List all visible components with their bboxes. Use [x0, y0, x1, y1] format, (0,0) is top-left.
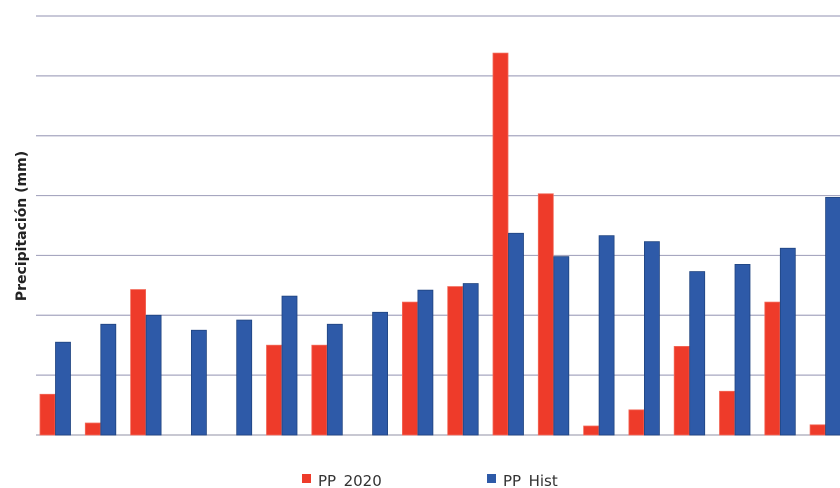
bar-pp-hist-13 [598, 235, 615, 436]
bar-pp-hist-5 [236, 319, 253, 436]
bar-pp-hist-12 [553, 256, 570, 436]
bar-pp-2020-13 [583, 425, 599, 436]
gridlines [36, 15, 840, 436]
bar-pp-2020-15 [673, 346, 690, 436]
bar-pp-hist-10 [462, 283, 479, 436]
bar-pp-hist-18 [825, 196, 840, 436]
bar-pp-2020-7 [311, 344, 328, 436]
bar-pp-2020-12 [537, 193, 554, 436]
legend-label-pp-hist: PP_Hist [503, 472, 558, 488]
bar-pp-2020-2 [84, 422, 101, 436]
bar-pp-2020-14 [628, 409, 645, 436]
bar-pp-hist-4 [190, 329, 207, 436]
bar-pp-2020-16 [719, 390, 735, 436]
bar-pp-2020-17 [764, 301, 781, 436]
bar-pp-hist-9 [417, 289, 434, 436]
bar-pp-2020-1 [39, 393, 56, 436]
bar-pp-2020-9 [401, 301, 418, 436]
bar-pp-hist-3 [145, 314, 162, 436]
bar-pp-hist-15 [689, 271, 706, 436]
legend-label-pp-2020: PP_2020 [318, 472, 382, 488]
bar-pp-2020-18 [809, 424, 826, 436]
bars [39, 52, 840, 436]
bar-pp-hist-1 [55, 341, 71, 436]
bar-pp-hist-7 [326, 323, 343, 436]
bar-pp-hist-14 [644, 241, 660, 436]
bar-pp-2020-11 [492, 52, 509, 436]
bar-pp-2020-10 [447, 286, 464, 436]
bar-pp-hist-16 [734, 264, 751, 436]
bar-pp-hist-2 [100, 323, 117, 436]
bar-pp-hist-11 [508, 232, 524, 436]
legend-swatch-pp-2020 [302, 474, 311, 483]
y-axis-label: Precipitación (mm) [14, 151, 30, 301]
bar-pp-2020-3 [130, 289, 147, 436]
bar-pp-hist-8 [372, 311, 389, 436]
bar-pp-2020-6 [266, 344, 282, 436]
legend: PP_2020 PP_Hist [302, 472, 558, 488]
legend-swatch-pp-hist [487, 474, 496, 483]
bar-pp-hist-6 [281, 295, 298, 436]
bar-pp-hist-17 [779, 247, 796, 436]
